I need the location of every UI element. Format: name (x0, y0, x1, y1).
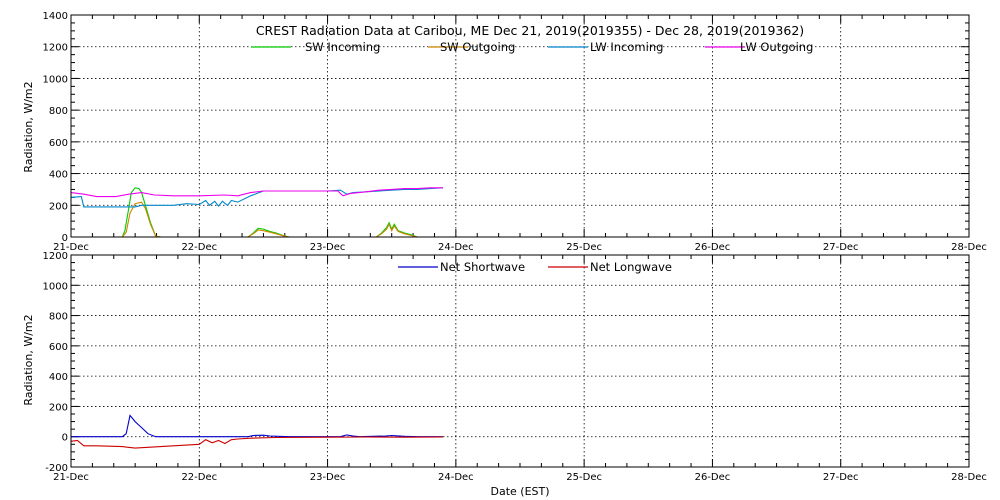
x-axis-label: Date (EST) (490, 485, 549, 498)
legend-label-sw-outgoing: SW Outgoing (440, 40, 515, 54)
bottom-y-tick-label: 400 (49, 372, 68, 383)
bottom-x-tick-label: 24-Dec (438, 472, 474, 483)
top-x-tick-label: 21-Dec (53, 242, 89, 253)
top-grid (71, 15, 969, 237)
bottom-series-lines (70, 414, 444, 449)
top-y-tick-label: 800 (49, 106, 68, 117)
bottom-y-axis-label: Radiation, W/m2 (22, 314, 35, 405)
bottom-y-tick-label: 0 (62, 433, 68, 444)
bottom-chart-panel: -200 0 200 400 600 800 1000 1200 21-Dec 22-Dec 23… (22, 251, 987, 498)
bottom-x-tick-label: 22-Dec (181, 472, 217, 483)
legend-label-sw-incoming: SW Incoming (305, 40, 380, 54)
top-y-tick-label: 600 (49, 138, 68, 149)
top-chart-panel: CREST Radiation Data at Caribou, ME Dec … (22, 11, 987, 253)
bottom-y-tick-label: 800 (49, 312, 68, 323)
bottom-legend: Net Shortwave Net Longwave (398, 260, 672, 274)
bottom-x-tick-label: 21-Dec (53, 472, 89, 483)
top-y-tick-label: 1000 (43, 74, 68, 85)
bottom-grid (71, 255, 969, 467)
bottom-y-tick-label: 1200 (43, 251, 68, 262)
legend-label-lw-outgoing: LW Outgoing (740, 40, 813, 54)
bottom-plot-frame (70, 254, 970, 468)
top-x-tick-labels: 21-Dec 22-Dec 23-Dec 24-Dec 25-Dec 26-Dec 27-D… (53, 242, 987, 253)
legend-label-net-shortwave: Net Shortwave (440, 260, 525, 274)
chart-title: CREST Radiation Data at Caribou, ME Dec … (256, 23, 804, 38)
top-plot-frame (70, 14, 970, 238)
top-x-tick-label: 28-Dec (951, 242, 987, 253)
legend-label-net-longwave: Net Longwave (590, 260, 672, 274)
bottom-y-tick-label: 200 (49, 402, 68, 413)
series-line-net-longwave (70, 436, 444, 449)
top-x-tick-label: 23-Dec (310, 242, 346, 253)
top-x-tick-label: 26-Dec (695, 242, 731, 253)
series-line-sw-outgoing (71, 201, 443, 238)
top-y-tick-label: 0 (62, 233, 68, 244)
bottom-y-tick-label: -200 (45, 463, 68, 474)
top-x-tick-label: 22-Dec (181, 242, 217, 253)
bottom-x-tick-label: 25-Dec (566, 472, 602, 483)
top-y-tick-label: 400 (49, 170, 68, 181)
bottom-x-tick-label: 26-Dec (695, 472, 731, 483)
top-y-tick-label: 1200 (43, 43, 68, 54)
bottom-x-tick-label: 27-Dec (823, 472, 859, 483)
top-legend: SW Incoming SW Outgoing LW Incoming LW Outg… (251, 40, 813, 54)
top-series-lines (70, 187, 444, 238)
top-x-tick-label: 24-Dec (438, 242, 474, 253)
bottom-y-tick-label: 1000 (43, 281, 68, 292)
top-x-tick-label: 25-Dec (566, 242, 602, 253)
top-y-axis-label: Radiation, W/m2 (22, 81, 35, 172)
series-line-sw-incoming (71, 187, 443, 238)
bottom-x-tick-labels: 21-Dec 22-Dec 23-Dec 24-Dec 25-Dec 26-Dec 27-D… (53, 472, 987, 483)
top-y-tick-label: 200 (49, 201, 68, 212)
top-y-tick-label: 1400 (43, 11, 68, 22)
legend-label-lw-incoming: LW Incoming (590, 40, 663, 54)
bottom-x-tick-label: 23-Dec (310, 472, 346, 483)
bottom-x-tick-label: 28-Dec (951, 472, 987, 483)
top-y-tick-labels: 0 200 400 600 800 1000 1200 1400 (43, 11, 68, 244)
bottom-y-tick-labels: -200 0 200 400 600 800 1000 1200 (43, 251, 68, 474)
bottom-y-tick-label: 600 (49, 342, 68, 353)
top-x-tick-label: 27-Dec (823, 242, 859, 253)
series-line-lw-outgoing (70, 187, 443, 198)
series-line-net-shortwave (71, 414, 443, 438)
bottom-ticks (70, 254, 970, 468)
